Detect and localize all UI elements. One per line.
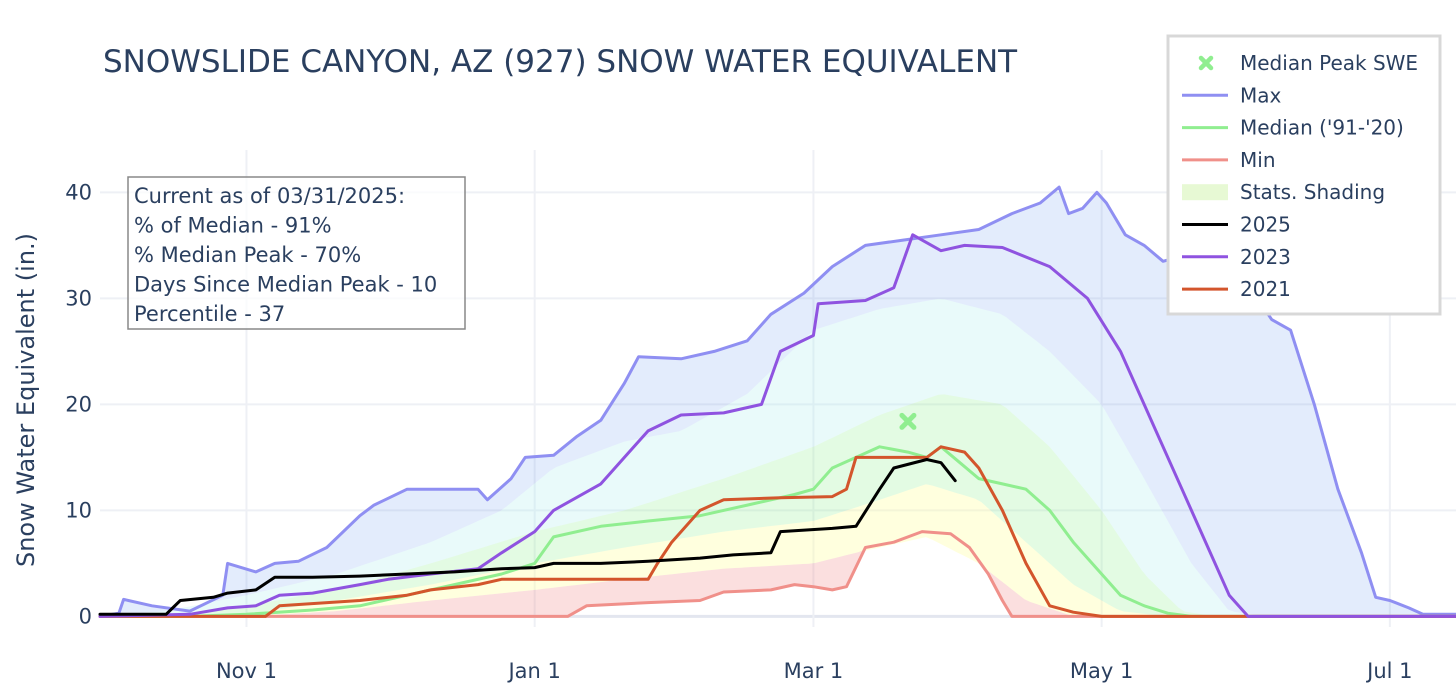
x-tick-label: Mar 1 <box>784 659 844 683</box>
markers <box>899 412 917 430</box>
x-tick-label: Jul 1 <box>1365 659 1412 683</box>
legend-item: Max <box>1182 83 1282 107</box>
y-tick-label: 0 <box>79 604 92 628</box>
legend: Median Peak SWE Max Median ('91-'20) Min Sta… <box>1166 34 1442 316</box>
y-tick-label: 10 <box>65 498 92 522</box>
shading-band <box>100 298 1456 617</box>
legend-label: Max <box>1240 83 1282 107</box>
legend-label: Stats. Shading <box>1240 180 1385 204</box>
legend-label: 2025 <box>1240 213 1291 237</box>
legend-label: Median Peak SWE <box>1240 51 1418 75</box>
annotation-line: % Median Peak - 70% <box>134 243 361 267</box>
x-tick-label: Jan 1 <box>506 659 560 683</box>
shading-band <box>100 394 1456 617</box>
series-line-2025 <box>98 458 957 616</box>
annotation-box: Current as of 03/31/2025: % of Median - 9… <box>127 176 466 330</box>
median-peak-marker <box>899 412 917 430</box>
annotation-line: Percentile - 37 <box>134 302 285 326</box>
annotation-line: Days Since Median Peak - 10 <box>134 273 437 297</box>
stats-shading <box>100 190 1456 617</box>
shading-band <box>100 190 1456 617</box>
y-tick-label: 30 <box>65 286 92 310</box>
annotation-line: Current as of 03/31/2025: <box>134 184 405 208</box>
chart-title: SNOWSLIDE CANYON, AZ (927) SNOW WATER EQ… <box>103 44 1018 80</box>
y-axis-label: Snow Water Equivalent (in.) <box>12 233 40 567</box>
series-line-2023 <box>98 233 1456 618</box>
x-tick-label: Nov 1 <box>216 659 277 683</box>
annotation-line: % of Median - 91% <box>134 214 332 238</box>
legend-item: Min <box>1182 148 1276 172</box>
legend-label: 2023 <box>1240 245 1291 269</box>
legend-item: Stats. Shading <box>1182 180 1385 204</box>
series-line-2021 <box>98 445 1456 618</box>
x-tick-label: May 1 <box>1070 659 1133 683</box>
y-tick-label: 40 <box>65 180 92 204</box>
legend-item: 2025 <box>1182 213 1291 237</box>
shading-band <box>100 484 1456 617</box>
legend-band-swatch <box>1182 184 1228 201</box>
legend-item: 2023 <box>1182 245 1291 269</box>
legend-label: 2021 <box>1240 277 1291 301</box>
y-axis-ticks: 0 10 20 30 40 <box>65 180 92 628</box>
legend-item: 2021 <box>1182 277 1291 301</box>
legend-item: Median ('91-'20) <box>1182 116 1404 140</box>
legend-label: Median ('91-'20) <box>1240 116 1404 140</box>
legend-item: Median Peak SWE <box>1198 51 1418 75</box>
x-axis-ticks: Nov 1 Jan 1 Mar 1 May 1 Jul 1 <box>216 659 1413 683</box>
legend-label: Min <box>1240 148 1276 172</box>
y-tick-label: 20 <box>65 392 92 416</box>
shading-band <box>100 531 1456 617</box>
series-line-min <box>98 530 1456 618</box>
